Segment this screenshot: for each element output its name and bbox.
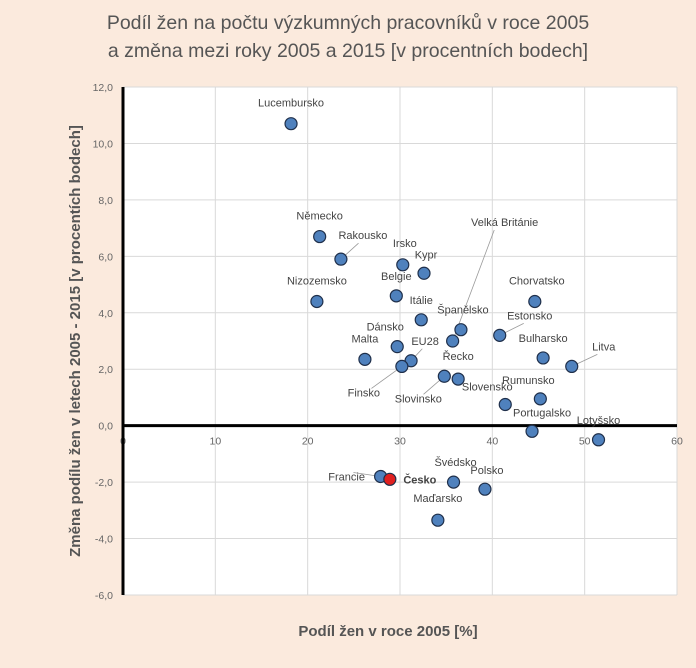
y-tick-label: 12,0 — [93, 82, 114, 94]
data-point — [417, 266, 431, 280]
data-label: Švédsko — [434, 456, 476, 469]
data-point — [446, 334, 460, 348]
data-point — [414, 313, 428, 327]
y-tick-label: 4,0 — [98, 308, 113, 320]
data-label: Slovinsko — [395, 393, 442, 405]
chart-title-line1: Podíl žen na počtu výzkumných pracovníků… — [106, 12, 590, 34]
y-tick-label: 6,0 — [98, 251, 113, 263]
leader-line — [452, 229, 495, 342]
data-point — [451, 372, 465, 386]
data-point — [536, 351, 550, 365]
data-label: Litva — [592, 341, 616, 353]
data-point — [498, 397, 512, 412]
x-tick-label: 30 — [394, 436, 406, 448]
data-point — [310, 294, 324, 309]
data-point — [528, 294, 542, 309]
data-label: Rumunsko — [502, 375, 555, 387]
data-label: Polsko — [470, 465, 503, 477]
data-label: Česko — [403, 473, 436, 486]
x-tick-label: 40 — [486, 436, 498, 448]
data-point — [565, 359, 579, 373]
data-label: Slovensko — [462, 382, 513, 394]
data-point — [395, 359, 409, 373]
x-tick-label: 20 — [302, 436, 314, 448]
data-point — [284, 117, 298, 131]
data-label: Lotyšsko — [577, 415, 620, 427]
data-label: Bulharsko — [519, 333, 568, 345]
data-label: Řecko — [443, 350, 474, 363]
y-tick-label: 0,0 — [98, 421, 113, 433]
y-tick-label: 8,0 — [98, 195, 113, 207]
data-label: Německo — [296, 211, 342, 223]
x-axis-label: Podíl žen v roce 2005 [%] — [298, 623, 477, 640]
y-axis-label: Změna podílu žen v letech 2005 - 2015 [v… — [67, 125, 84, 557]
x-tick-label: 60 — [671, 436, 683, 448]
data-point — [446, 475, 461, 489]
data-point — [383, 472, 397, 486]
data-point — [389, 289, 403, 303]
y-tick-label: -6,0 — [95, 590, 113, 602]
y-tick-label: -2,0 — [95, 477, 113, 489]
data-point — [591, 433, 606, 447]
data-point — [533, 392, 547, 406]
data-point — [437, 369, 451, 383]
data-label: Itálie — [410, 295, 433, 307]
data-point — [454, 323, 468, 337]
data-label: Španělsko — [437, 304, 488, 317]
y-tick-label: -4,0 — [95, 534, 113, 546]
data-label: Velká Británie — [471, 217, 538, 229]
data-label: Estonsko — [507, 310, 552, 322]
y-tick-label: 2,0 — [98, 364, 113, 376]
chart-title-line2: a změna mezi roky 2005 a 2015 [v procent… — [107, 40, 589, 62]
data-point — [334, 252, 348, 266]
data-point — [358, 352, 372, 366]
data-label: Malta — [351, 333, 379, 345]
data-label: Francie — [328, 471, 365, 483]
data-label: Lucembursko — [258, 98, 324, 110]
data-point — [525, 424, 539, 438]
data-label: Nizozemsko — [287, 275, 347, 287]
data-label: EU28 — [411, 336, 439, 348]
data-point — [313, 229, 327, 244]
data-label: Portugalsko — [513, 407, 571, 419]
data-label: Maďarsko — [413, 493, 462, 505]
x-tick-label: 10 — [209, 436, 221, 448]
data-point — [493, 328, 507, 342]
data-label: Finsko — [348, 387, 380, 399]
data-point — [390, 340, 404, 354]
data-label: Rakousko — [338, 230, 387, 242]
data-point — [431, 513, 445, 527]
data-label: Chorvatsko — [509, 275, 565, 287]
data-label: Kypr — [415, 249, 438, 261]
data-point — [478, 482, 492, 496]
data-label: Irsko — [393, 238, 417, 250]
data-label: Dánsko — [367, 322, 404, 334]
data-label: Belgie — [381, 271, 412, 283]
data-point — [396, 258, 410, 272]
x-tick-label: 50 — [579, 436, 591, 448]
y-tick-label: 10,0 — [93, 138, 114, 150]
